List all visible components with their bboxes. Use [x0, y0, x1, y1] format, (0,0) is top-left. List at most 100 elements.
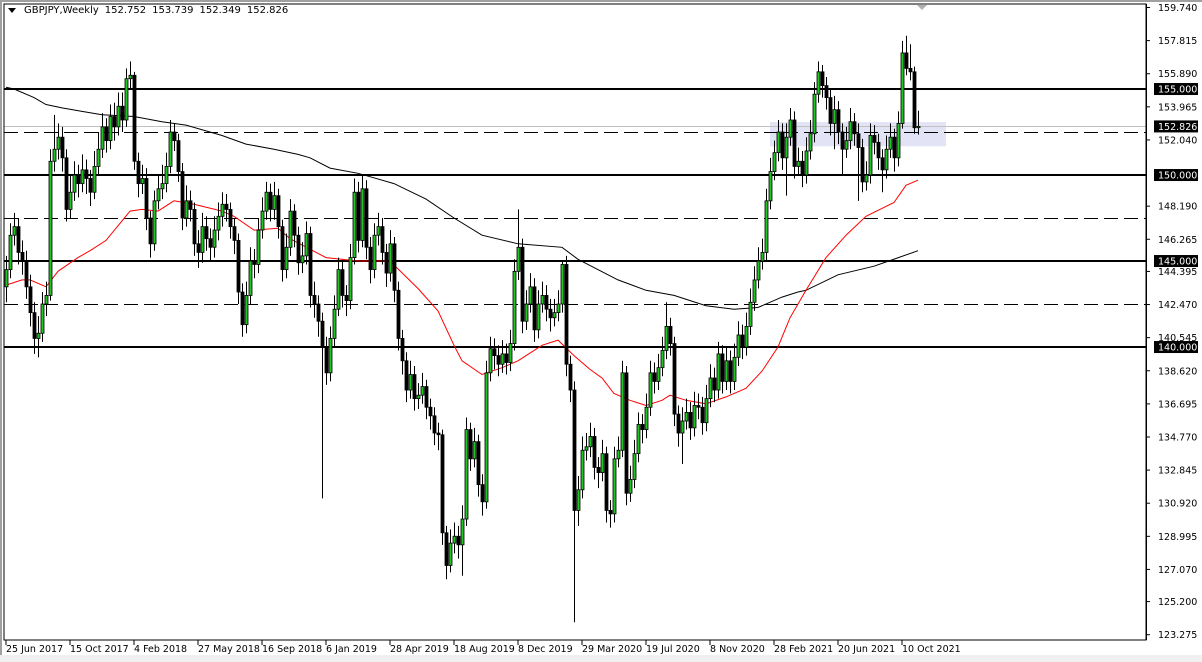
candle[interactable]	[16, 218, 21, 265]
candle[interactable]	[168, 119, 173, 174]
candle[interactable]	[400, 329, 405, 375]
candle[interactable]	[128, 61, 133, 90]
candle[interactable]	[528, 273, 533, 313]
candle[interactable]	[428, 398, 433, 430]
candle[interactable]	[116, 92, 121, 136]
candle[interactable]	[916, 110, 921, 135]
candle[interactable]	[236, 233, 241, 305]
candle[interactable]	[192, 202, 197, 256]
candle[interactable]	[792, 111, 797, 179]
candle[interactable]	[700, 396, 705, 435]
candle[interactable]	[648, 360, 653, 416]
candle[interactable]	[352, 178, 357, 265]
candle[interactable]	[348, 243, 353, 310]
candle[interactable]	[556, 290, 561, 322]
candle[interactable]	[552, 298, 557, 327]
candle[interactable]	[436, 422, 441, 451]
candle[interactable]	[536, 290, 541, 339]
candle[interactable]	[760, 238, 765, 270]
candle[interactable]	[380, 218, 385, 265]
candle[interactable]	[708, 364, 713, 408]
candle[interactable]	[796, 147, 801, 176]
candle[interactable]	[140, 164, 145, 194]
candle[interactable]	[812, 82, 817, 143]
candle[interactable]	[156, 175, 161, 210]
candle[interactable]	[644, 393, 649, 439]
candle[interactable]	[664, 302, 669, 360]
candle[interactable]	[864, 161, 869, 191]
candle[interactable]	[688, 402, 693, 440]
candle[interactable]	[448, 529, 453, 573]
candle[interactable]	[752, 266, 757, 311]
candle[interactable]	[504, 343, 509, 375]
candle[interactable]	[444, 525, 449, 580]
candle[interactable]	[368, 236, 373, 284]
candle[interactable]	[196, 230, 201, 268]
candle[interactable]	[32, 302, 37, 354]
candle[interactable]	[132, 71, 137, 170]
candle[interactable]	[544, 285, 549, 322]
candle[interactable]	[144, 168, 149, 231]
candle[interactable]	[280, 219, 285, 282]
candle[interactable]	[628, 465, 633, 502]
candle[interactable]	[360, 175, 365, 248]
candle[interactable]	[172, 123, 177, 151]
candle[interactable]	[228, 202, 233, 239]
candle[interactable]	[392, 236, 397, 303]
candle[interactable]	[748, 288, 753, 335]
candle[interactable]	[668, 317, 673, 356]
candle[interactable]	[860, 138, 865, 193]
candle[interactable]	[636, 412, 641, 463]
candle[interactable]	[432, 407, 437, 446]
candle[interactable]	[336, 257, 341, 317]
candle[interactable]	[624, 365, 629, 506]
candle[interactable]	[304, 221, 309, 265]
candle[interactable]	[604, 446, 609, 523]
candle[interactable]	[880, 149, 885, 193]
candle[interactable]	[160, 164, 165, 200]
candle[interactable]	[640, 414, 645, 444]
candle[interactable]	[908, 44, 913, 81]
candle[interactable]	[324, 336, 329, 385]
candle[interactable]	[248, 247, 253, 305]
candle[interactable]	[704, 384, 709, 432]
candle[interactable]	[512, 259, 517, 351]
candle[interactable]	[572, 381, 577, 623]
candle[interactable]	[712, 367, 717, 403]
candle[interactable]	[900, 40, 905, 129]
candle[interactable]	[92, 150, 97, 200]
candle[interactable]	[784, 123, 789, 196]
candle[interactable]	[744, 312, 749, 356]
candle[interactable]	[824, 76, 829, 110]
candle[interactable]	[224, 193, 229, 222]
candle[interactable]	[340, 261, 345, 308]
dropdown-triangle-icon[interactable]	[8, 8, 16, 13]
candle[interactable]	[484, 360, 489, 509]
candle[interactable]	[584, 433, 589, 461]
chart-shift-marker-icon[interactable]	[917, 5, 927, 10]
candle[interactable]	[364, 180, 369, 260]
candle[interactable]	[344, 285, 349, 317]
candle[interactable]	[180, 162, 185, 231]
candle[interactable]	[68, 175, 73, 219]
candle[interactable]	[200, 212, 205, 263]
candle[interactable]	[152, 190, 157, 251]
candle[interactable]	[564, 255, 569, 377]
candle[interactable]	[904, 35, 909, 76]
candle[interactable]	[820, 64, 825, 98]
candle[interactable]	[656, 353, 661, 391]
candle[interactable]	[96, 132, 101, 176]
candle[interactable]	[776, 119, 781, 162]
candle[interactable]	[88, 169, 93, 206]
candle[interactable]	[100, 113, 105, 158]
candle[interactable]	[716, 341, 721, 399]
candle[interactable]	[612, 446, 617, 523]
candle[interactable]	[600, 439, 605, 482]
candle[interactable]	[892, 128, 897, 172]
candle[interactable]	[672, 336, 677, 427]
candle[interactable]	[676, 405, 681, 447]
candle[interactable]	[268, 183, 273, 222]
candle[interactable]	[476, 434, 481, 497]
candle[interactable]	[888, 123, 893, 158]
